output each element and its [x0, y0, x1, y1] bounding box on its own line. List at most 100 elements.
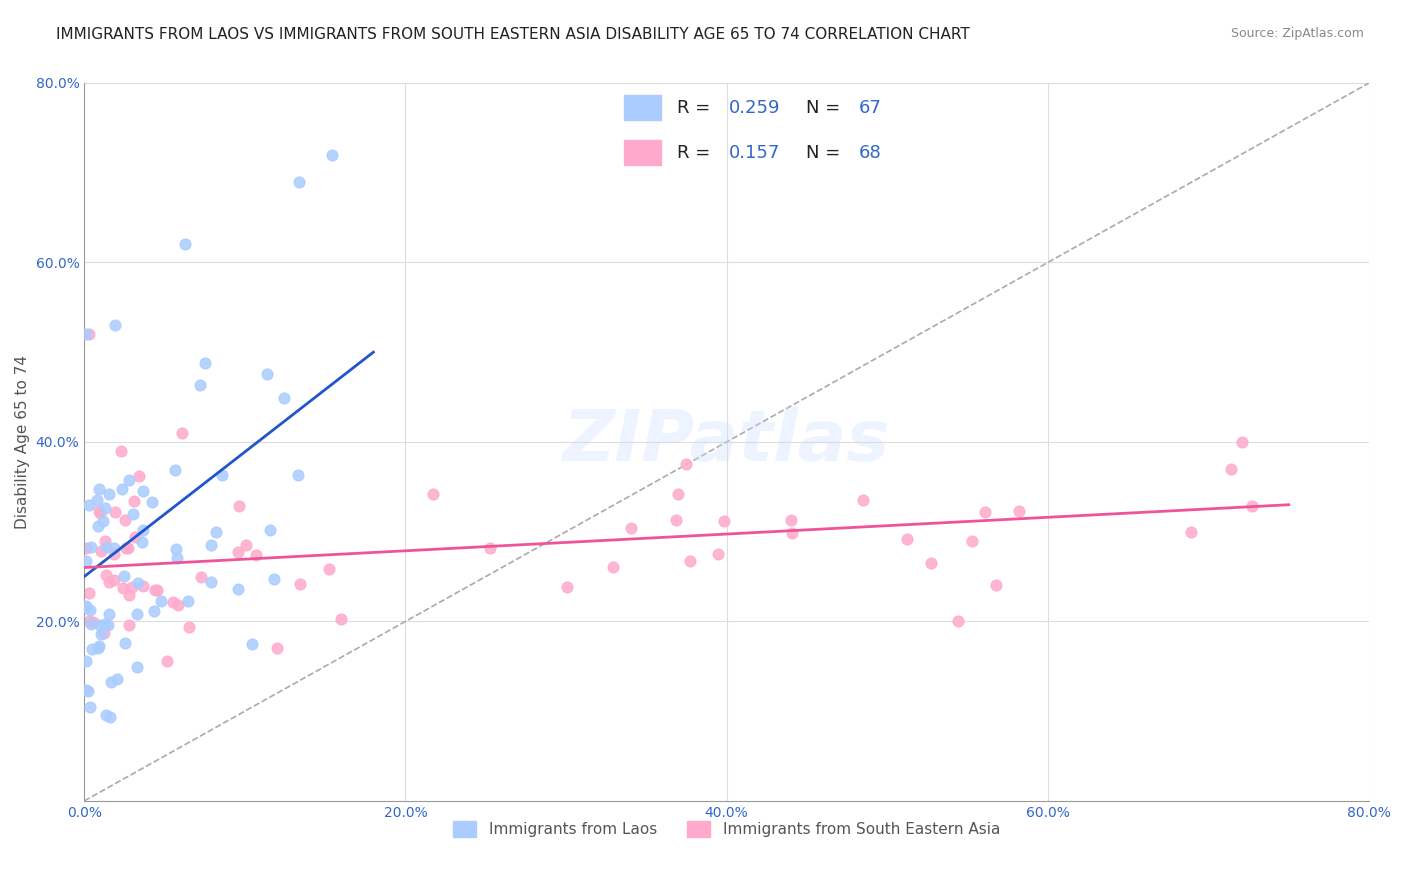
Point: [86, 493, 108, 508]
Point: [163, 463, 186, 477]
Point: [90, 543, 112, 558]
Point: [245, 548, 267, 562]
Point: [112, 569, 135, 583]
Point: [122, 494, 145, 508]
Point: [318, 562, 340, 576]
Point: [127, 660, 149, 674]
Point: [96, 540, 118, 554]
Point: [97, 574, 120, 589]
Point: [1220, 462, 1243, 476]
Point: [103, 573, 125, 587]
Point: [205, 525, 228, 540]
Text: R =: R =: [676, 99, 716, 117]
Point: [706, 547, 728, 561]
Point: [121, 580, 143, 594]
Text: Source: ZipAtlas.com: Source: ZipAtlas.com: [1230, 27, 1364, 40]
Point: [132, 484, 155, 499]
FancyBboxPatch shape: [624, 95, 661, 120]
Point: [94, 500, 117, 515]
Point: [713, 514, 735, 528]
Point: [128, 469, 150, 483]
Point: [170, 425, 193, 440]
Point: [920, 556, 942, 570]
Point: [146, 582, 169, 597]
Point: [115, 541, 138, 555]
Point: [127, 607, 149, 622]
Point: [90, 627, 112, 641]
Point: [118, 473, 141, 487]
Point: [75, 683, 97, 698]
Point: [165, 541, 187, 556]
Point: [200, 574, 222, 589]
Point: [98, 487, 121, 501]
Point: [228, 545, 250, 559]
Point: [94, 707, 117, 722]
Point: [80, 540, 103, 554]
Point: [259, 524, 281, 538]
Point: [263, 572, 285, 586]
Point: [127, 575, 149, 590]
Point: [200, 538, 222, 552]
Point: [117, 541, 139, 555]
Point: [290, 577, 312, 591]
Point: [330, 612, 353, 626]
Point: [256, 368, 278, 382]
Point: [226, 582, 249, 596]
Point: [122, 507, 145, 521]
Point: [100, 675, 122, 690]
Point: [679, 554, 702, 568]
Y-axis label: Disability Age 65 to 74: Disability Age 65 to 74: [15, 355, 30, 529]
Text: N =: N =: [807, 144, 846, 161]
Point: [166, 551, 188, 566]
Point: [97, 617, 120, 632]
Point: [896, 532, 918, 546]
Point: [82, 615, 104, 629]
Point: [118, 618, 141, 632]
Point: [273, 392, 295, 406]
Point: [167, 598, 190, 612]
Point: [194, 356, 217, 370]
Legend: Immigrants from Laos, Immigrants from South Eastern Asia: Immigrants from Laos, Immigrants from So…: [447, 815, 1007, 844]
Point: [675, 457, 697, 471]
Point: [75, 599, 97, 614]
Point: [98, 710, 121, 724]
Point: [1232, 434, 1254, 449]
Point: [104, 505, 127, 519]
Point: [77, 614, 100, 628]
Point: [177, 594, 200, 608]
Point: [82, 642, 104, 657]
Point: [1007, 504, 1029, 518]
Point: [76, 684, 98, 698]
Point: [960, 533, 983, 548]
Text: N =: N =: [807, 99, 846, 117]
Point: [143, 582, 166, 597]
Point: [87, 641, 110, 656]
Point: [287, 467, 309, 482]
Point: [974, 505, 997, 519]
Point: [321, 147, 343, 161]
Point: [665, 512, 688, 526]
Point: [79, 699, 101, 714]
Point: [87, 640, 110, 654]
Point: [93, 626, 115, 640]
Point: [77, 586, 100, 600]
Point: [984, 577, 1007, 591]
Point: [118, 588, 141, 602]
Point: [94, 533, 117, 548]
Point: [211, 468, 233, 483]
Point: [75, 655, 97, 669]
Point: [75, 541, 97, 555]
Text: 68: 68: [859, 144, 882, 161]
Point: [94, 567, 117, 582]
Text: 67: 67: [859, 99, 882, 117]
Point: [1180, 525, 1202, 540]
Point: [79, 603, 101, 617]
Point: [86, 518, 108, 533]
Point: [174, 237, 197, 252]
Point: [77, 498, 100, 512]
Point: [620, 520, 643, 534]
Point: [131, 534, 153, 549]
Point: [188, 378, 211, 392]
Point: [87, 504, 110, 518]
Point: [89, 482, 111, 496]
